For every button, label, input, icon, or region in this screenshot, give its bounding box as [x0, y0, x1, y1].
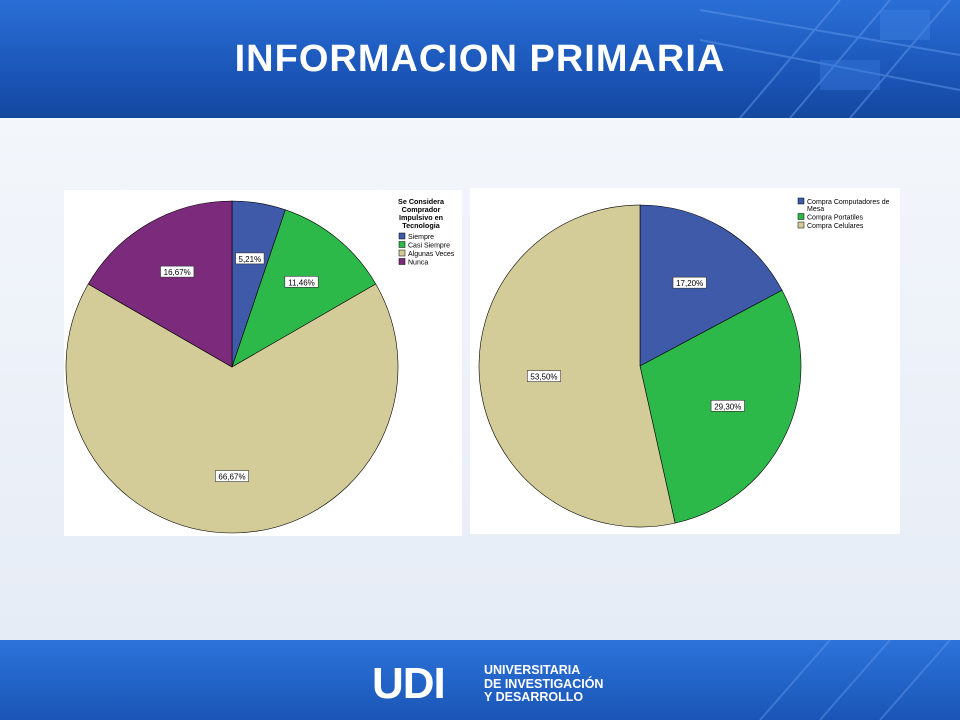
logo-mark: UDI: [372, 659, 446, 708]
legend-label: Siempre: [408, 234, 434, 241]
legend-title: Comprador: [402, 205, 441, 214]
data-label-box: [160, 265, 195, 278]
data-label-box: [526, 370, 561, 382]
pie-slice-nunca: [87, 200, 233, 368]
data-label: 16,67%: [164, 268, 191, 277]
legend-label: Compra Computadores de: [807, 199, 890, 206]
data-label-box: [710, 400, 745, 412]
logo-text: UNIVERSITARIA DE INVESTIGACIÓN Y DESARRO…: [484, 663, 604, 705]
legend-title: Impulsivo en: [399, 213, 443, 222]
data-label: 53,50%: [530, 373, 557, 382]
slide-footer: [0, 640, 960, 720]
legend-label: Algunas Veces: [408, 251, 455, 258]
data-label: 5,21%: [239, 255, 262, 264]
pie-slice-algunas-veces: [65, 283, 399, 534]
pie-chart-purchases: 17,20% 29,30% 53,50% Compra Computadores de…: [478, 197, 890, 528]
pie-slice-compra-celulares: [478, 204, 676, 528]
pie-slice-compra-computadores-de-mesa: [639, 204, 783, 367]
legend-label: Compra Portatiles: [807, 215, 864, 222]
legend-swatch: [398, 241, 406, 248]
legend-swatch: [797, 221, 805, 229]
legend-label: Nunca: [408, 260, 428, 267]
header-decoration: [700, 0, 960, 118]
legend-title: Se Considera: [398, 197, 445, 206]
logo-line: UNIVERSITARIA: [484, 663, 581, 677]
data-label-box: [284, 276, 319, 288]
pie-chart-impulsive-buyer: 5,21% 11,46% 66,67% 16,67% Se ConsideraCompr…: [65, 197, 455, 534]
logo-line: DE INVESTIGACIÓN: [484, 676, 604, 691]
chart-panel-impulsive-buyer: 5,21% 11,46% 66,67% 16,67% Se Considera Compr…: [64, 190, 462, 536]
logo-line: Y DESARROLLO: [484, 690, 584, 704]
data-label-box: [235, 252, 265, 265]
legend-label: Casi Siempre: [408, 243, 450, 250]
data-label-box: [215, 470, 250, 482]
legend-swatch: [398, 232, 406, 240]
legend-swatch: [398, 258, 406, 265]
legend-swatch: [797, 197, 805, 205]
chart-panel-purchases: 17,20% 29,30% 53,50% Compra Computadores de…: [470, 188, 900, 534]
data-label: 11,46%: [288, 278, 315, 287]
footer-decoration: [759, 640, 951, 720]
data-label-box: [672, 276, 707, 289]
legend-label: Compra Celulares: [807, 223, 864, 230]
legend-swatch: [398, 249, 406, 257]
legend-swatch: [797, 213, 805, 220]
data-label: 29,30%: [714, 402, 741, 411]
slide-header: INFORMACION PRIMARIA: [0, 0, 960, 118]
legend-label: Mesa: [807, 206, 824, 213]
data-label: 66,67%: [218, 473, 245, 482]
slide-title: INFORMACION PRIMARIA: [234, 38, 726, 80]
legend-title: Tecnologia: [402, 221, 440, 230]
data-label: 17,20%: [676, 279, 703, 288]
pie-slice-casi-siempre: [231, 209, 377, 368]
